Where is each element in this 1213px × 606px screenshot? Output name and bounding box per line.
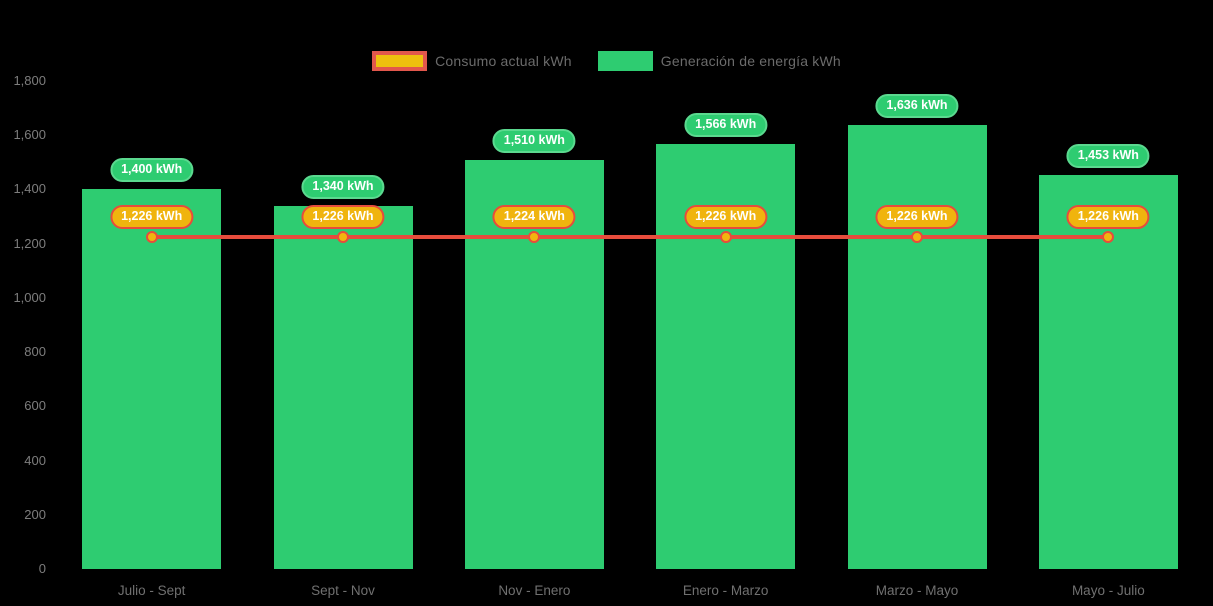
y-tick-label-0: 0 xyxy=(38,561,46,576)
consumo-point-nov-enero[interactable] xyxy=(528,231,541,244)
bar-julio-sept[interactable] xyxy=(82,189,222,569)
consumo-line xyxy=(151,234,1109,239)
generacion-value-label-mayo-julio: 1,453 kWh xyxy=(1066,144,1150,169)
y-tick-label-1200: 1,200 xyxy=(13,235,46,251)
consumo-point-julio-sept[interactable] xyxy=(145,230,158,243)
consumo-value-label-enero-marzo: 1,226 kWh xyxy=(684,204,768,229)
consumo-point-marzo-mayo[interactable] xyxy=(911,230,923,243)
generacion-value-label-marzo-mayo: 1,636 kWh xyxy=(875,94,959,119)
generacion-value-label-nov-enero: 1,510 kWh xyxy=(492,128,576,153)
consumo-value-label-julio-sept: 1,226 kWh xyxy=(110,204,194,229)
y-tick-label-400: 400 xyxy=(24,452,46,468)
legend-label-consumo: Consumo actual kWh xyxy=(435,53,572,69)
legend-item-consumo[interactable]: Consumo actual kWh xyxy=(372,51,572,71)
x-tick-label-nov-enero: Nov - Enero xyxy=(498,583,571,598)
y-tick-label-1000: 1,000 xyxy=(13,289,46,305)
generacion-value-label-sept-nov: 1,340 kWh xyxy=(301,174,385,199)
y-tick-label-200: 200 xyxy=(24,506,46,522)
consumo-value-label-marzo-mayo: 1,226 kWh xyxy=(875,204,959,229)
legend-label-generacion: Generación de energía kWh xyxy=(660,53,841,69)
bar-marzo-mayo[interactable] xyxy=(847,125,987,569)
x-tick-label-mayo-julio: Mayo - Julio xyxy=(1071,583,1145,598)
generacion-swatch-icon xyxy=(597,51,653,71)
consumo-value-label-sept-nov: 1,226 kWh xyxy=(301,204,385,229)
y-tick-label-1400: 1,400 xyxy=(13,181,46,197)
x-tick-label-marzo-mayo: Marzo - Mayo xyxy=(875,583,959,598)
bar-sept-nov[interactable] xyxy=(273,205,413,569)
consumo-value-label-nov-enero: 1,224 kWh xyxy=(492,205,576,230)
y-tick-label-1800: 1,800 xyxy=(13,73,46,88)
y-tick-label-600: 600 xyxy=(24,398,46,414)
x-tick-label-julio-sept: Julio - Sept xyxy=(117,583,186,598)
consumo-point-enero-marzo[interactable] xyxy=(719,230,732,243)
consumo-swatch-icon xyxy=(372,51,428,71)
legend-item-generacion[interactable]: Generación de energía kWh xyxy=(597,51,841,71)
x-tick-label-enero-marzo: Enero - Marzo xyxy=(682,583,769,598)
consumo-point-mayo-julio[interactable] xyxy=(1102,230,1115,243)
y-tick-label-800: 800 xyxy=(24,344,46,360)
generacion-value-label-enero-marzo: 1,566 kWh xyxy=(684,113,768,138)
consumo-value-label-mayo-julio: 1,226 kWh xyxy=(1066,204,1150,229)
x-tick-label-sept-nov: Sept - Nov xyxy=(311,583,375,598)
generacion-value-label-julio-sept: 1,400 kWh xyxy=(110,158,194,183)
y-tick-label-1600: 1,600 xyxy=(13,127,46,143)
legend: Consumo actual kWh Generación de energía… xyxy=(0,51,1213,71)
consumo-point-sept-nov[interactable] xyxy=(337,230,349,243)
